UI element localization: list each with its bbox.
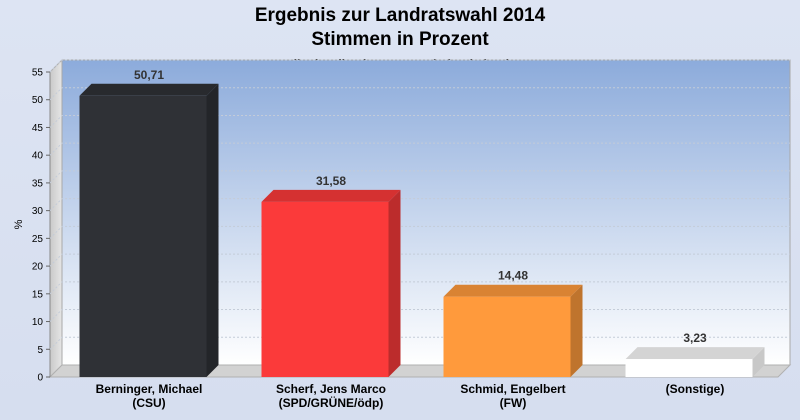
- bar-side: [752, 347, 765, 377]
- gridline: [49, 281, 790, 295]
- y-tick-label: 55: [32, 68, 44, 79]
- bar-side: [570, 284, 583, 377]
- grid-lines: 0 5 10 15 20 25 30 35 40 45 50 55: [32, 59, 790, 384]
- gridline: [49, 59, 790, 73]
- bar-side: [206, 83, 219, 377]
- x-tick-label: Schmid, Engelbert: [460, 382, 565, 396]
- y-tick-label: 0: [37, 373, 43, 384]
- x-tick-label: (SPD/GRÜNE/ödp): [279, 395, 384, 410]
- gridline: [49, 198, 790, 211]
- y-tick-label: 10: [32, 317, 44, 328]
- y-tick-label: 15: [32, 289, 44, 300]
- bar-top: [443, 284, 583, 297]
- bar-side: [388, 189, 401, 377]
- bar-front: [625, 359, 753, 377]
- bar-top: [79, 83, 219, 96]
- bars: [79, 83, 765, 377]
- gridline: [49, 87, 790, 101]
- bar-1: [261, 189, 401, 377]
- x-tick-label: Scherf, Jens Marco: [276, 382, 386, 396]
- x-tick-label: Berninger, Michael: [96, 382, 203, 396]
- y-tick-label: 5: [37, 345, 43, 356]
- y-tick-label: 20: [32, 262, 44, 273]
- bar-3: [625, 347, 765, 377]
- gridline: [49, 142, 790, 156]
- y-tick-label: 50: [32, 95, 44, 106]
- x-tick-label: (Sonstige): [666, 382, 725, 396]
- x-tick-label: (CSU): [132, 396, 165, 410]
- chart-title-line2: Stimmen in Prozent: [311, 29, 489, 50]
- bar-top: [625, 347, 765, 360]
- data-label: 14,48: [498, 269, 528, 283]
- bar-2: [443, 284, 583, 377]
- labels: % 50,71 Berninger, Michael(CSU) 31,58 Scherf…: [13, 68, 724, 410]
- data-label: 31,58: [316, 174, 346, 188]
- gridline: [49, 225, 790, 239]
- y-axis-title: %: [13, 219, 25, 229]
- y-tick-label: 25: [32, 234, 44, 245]
- data-label: 50,71: [134, 68, 164, 82]
- y-tick-label: 45: [32, 123, 44, 134]
- y-tick-label: 35: [32, 178, 44, 189]
- gridline: [49, 253, 790, 267]
- y-tick-label: 30: [32, 206, 44, 217]
- x-tick-label: (FW): [500, 396, 527, 410]
- gridline: [49, 114, 790, 128]
- y-tick-label: 40: [32, 151, 44, 162]
- left-wall: [49, 58, 63, 379]
- bar-top: [261, 189, 401, 202]
- bar-0: [79, 83, 219, 377]
- bar-front: [261, 201, 389, 377]
- gridline: [49, 170, 790, 184]
- bar-front: [443, 296, 571, 377]
- gridline: [49, 336, 790, 350]
- chart-title: Ergebnis zur Landratswahl 2014: [254, 5, 546, 26]
- gridline: [49, 309, 790, 322]
- data-label: 3,23: [683, 331, 707, 345]
- bar-front: [79, 95, 207, 377]
